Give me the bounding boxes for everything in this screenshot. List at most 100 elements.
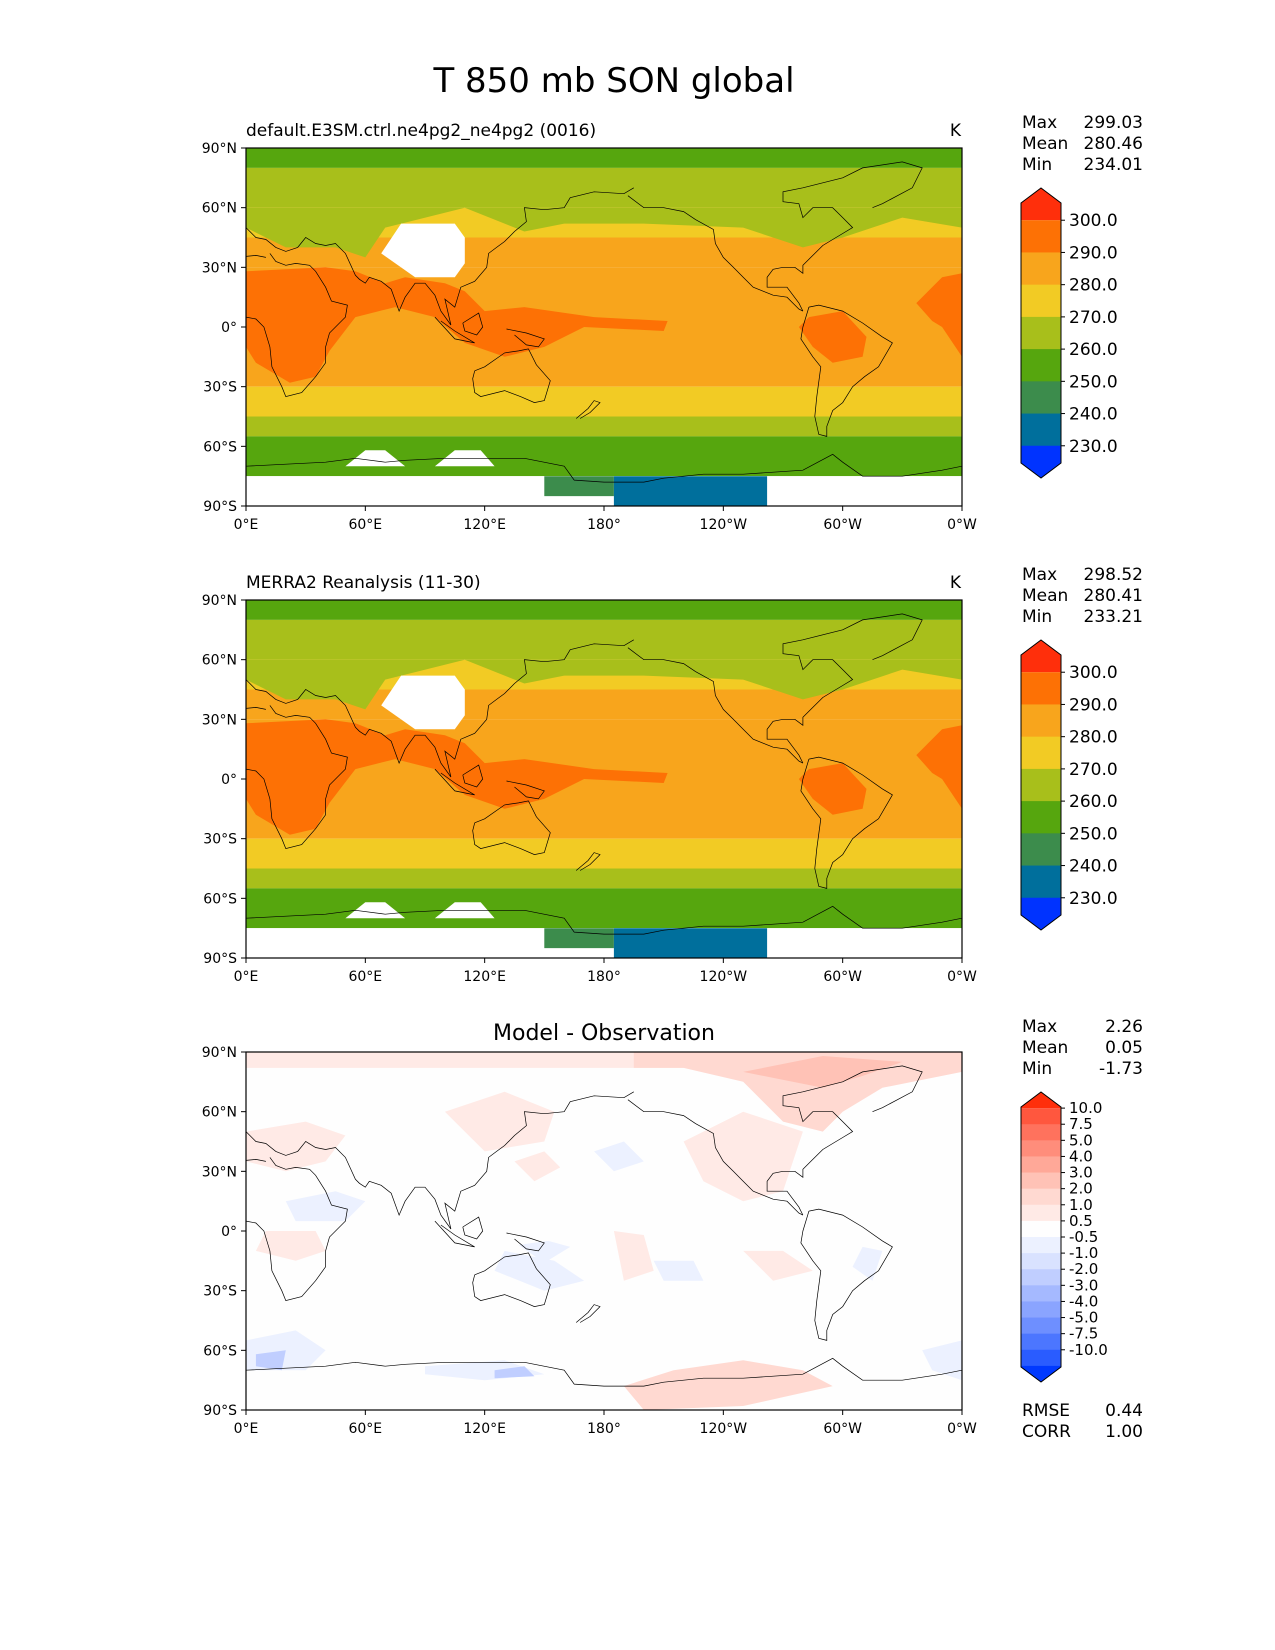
- colorbar-bin: [1021, 220, 1061, 253]
- field-warm: [916, 725, 962, 809]
- colorbar-bin: [1021, 1172, 1061, 1190]
- y-tick-label: 90°S: [203, 1403, 237, 1419]
- colorbar-tick-label: 7.5: [1069, 1115, 1093, 1133]
- colorbar-tick-label: 270.0: [1069, 760, 1118, 780]
- x-tick-label: 60°W: [823, 969, 862, 985]
- field-anom-pos: [444, 1091, 555, 1152]
- colorbar-bin: [1021, 1124, 1061, 1141]
- field-anom-neg: [518, 1240, 571, 1263]
- colorbar-tick-label: 270.0: [1069, 308, 1118, 328]
- stat-value-max: 298.52: [1084, 565, 1143, 585]
- field-anom-pos: [514, 1151, 561, 1182]
- field-band: [246, 386, 962, 417]
- colorbar-tick-label: 230.0: [1069, 437, 1118, 457]
- coastline-eurasia: [246, 1091, 634, 1230]
- colorbar-arrow-top: [1021, 640, 1061, 673]
- field-anom-neg: [852, 1246, 883, 1281]
- coastline-antarctica: [246, 453, 962, 483]
- y-tick-label: 60°S: [203, 891, 237, 907]
- field-anom-pos: [743, 1056, 903, 1088]
- coastline-australia: [472, 348, 551, 403]
- coastline-new-zealand: [575, 400, 601, 419]
- colorbar-tick-label: 5.0: [1069, 1131, 1093, 1149]
- x-tick-label: 120°W: [700, 969, 748, 985]
- coastline-new-guinea: [506, 780, 545, 800]
- colorbar-bin: [1021, 768, 1061, 802]
- map-area: [246, 1052, 962, 1410]
- field-warm: [246, 267, 668, 383]
- colorbar-outline: [1020, 187, 1062, 479]
- field-band: [246, 416, 962, 437]
- colorbar-tick-label: 3.0: [1069, 1164, 1093, 1182]
- stat-label-min: Min: [1022, 1059, 1052, 1079]
- stat-value-mean: 280.41: [1084, 586, 1143, 606]
- x-tick-label: 0°W: [947, 1421, 977, 1437]
- colorbar-bin: [1021, 672, 1061, 705]
- field-band: [246, 600, 962, 620]
- field-anom-neg: [653, 1260, 704, 1281]
- panel-units: K: [950, 121, 962, 141]
- colorbar-bin: [1021, 381, 1061, 415]
- colorbar-arrow-top: [1021, 1092, 1061, 1109]
- colorbar-tick-label: 300.0: [1069, 211, 1118, 231]
- coastline-australia: [472, 1252, 551, 1307]
- colorbar-tick-label: 260.0: [1069, 340, 1118, 360]
- colorbar-bin: [1021, 1188, 1061, 1206]
- field-band: [246, 659, 962, 710]
- colorbar-outline: [1020, 639, 1062, 931]
- coastline-indonesia: [434, 316, 475, 344]
- y-tick-label: 0°: [221, 772, 237, 788]
- panel-ref: MERRA2 Reanalysis (11-30) K 0°E 60°E 120°E 18…: [202, 565, 1143, 985]
- colorbar-bin: [1021, 865, 1061, 899]
- x-tick-label: 0°E: [234, 969, 259, 985]
- colorbar-tick-label: 240.0: [1069, 857, 1118, 877]
- colorbar-bin: [1021, 1269, 1061, 1286]
- colorbar-tick-label: -2.0: [1069, 1260, 1098, 1278]
- coastline-africa: [246, 1157, 348, 1302]
- y-tick-label: 0°: [221, 1224, 237, 1240]
- field-band: [246, 207, 962, 258]
- colorbar-bin: [1021, 1349, 1061, 1367]
- y-tick-label: 60°S: [203, 1343, 237, 1359]
- stat-label-mean: Mean: [1022, 1038, 1068, 1058]
- colorbar-tick-label: -3.0: [1069, 1276, 1098, 1294]
- coastline-n-america-east: [766, 613, 923, 764]
- y-tick-label: 90°N: [202, 141, 237, 157]
- coastline-antarctica: [246, 905, 962, 935]
- field-missing: [345, 450, 406, 467]
- x-tick-label: 60°E: [348, 969, 382, 985]
- coastline-n-africa: [246, 1159, 266, 1162]
- colorbar-bin: [1021, 1285, 1061, 1302]
- field-band: [246, 148, 962, 168]
- field-anom-pos: [623, 1360, 833, 1410]
- x-tick-label: 60°E: [348, 517, 382, 533]
- stat-value-mean: 0.05: [1105, 1038, 1143, 1058]
- x-tick-label: 120°W: [700, 517, 748, 533]
- coastline-africa: [246, 253, 348, 398]
- colorbar-arrow-top: [1021, 188, 1061, 221]
- field-anom-neg: [494, 1250, 585, 1291]
- colorbar-arrow-bottom: [1021, 897, 1061, 930]
- x-tick-label: 180°: [587, 969, 621, 985]
- colorbar-tick-label: -5.0: [1069, 1309, 1098, 1327]
- panel-title-center: Model - Observation: [493, 1021, 715, 1046]
- stat-value-min: 234.01: [1084, 155, 1143, 175]
- coastline-n-america-west: [627, 647, 804, 764]
- coastline-n-africa: [246, 707, 266, 710]
- y-tick-label: 90°S: [203, 951, 237, 967]
- stat-label-mean: Mean: [1022, 586, 1068, 606]
- field-missing: [345, 902, 406, 919]
- colorbar-tick-label: 250.0: [1069, 372, 1118, 392]
- panel-title-left: MERRA2 Reanalysis (11-30): [246, 573, 481, 593]
- colorbar-bin: [1021, 1333, 1061, 1351]
- y-tick-label: 60°N: [202, 1105, 237, 1121]
- colorbar-tick-label: 250.0: [1069, 824, 1118, 844]
- field-anom-neg: [922, 1340, 962, 1381]
- coastline-new-guinea: [506, 328, 545, 348]
- stat-label-max: Max: [1022, 565, 1057, 585]
- colorbar-tick-label: -4.0: [1069, 1292, 1098, 1310]
- panel-title-left: default.E3SM.ctrl.ne4pg2_ne4pg2 (0016): [246, 121, 596, 141]
- colorbar-tick-label: -7.5: [1069, 1325, 1098, 1343]
- field-anom-pos: [613, 1231, 654, 1281]
- coastline-n-america-east: [766, 1065, 923, 1216]
